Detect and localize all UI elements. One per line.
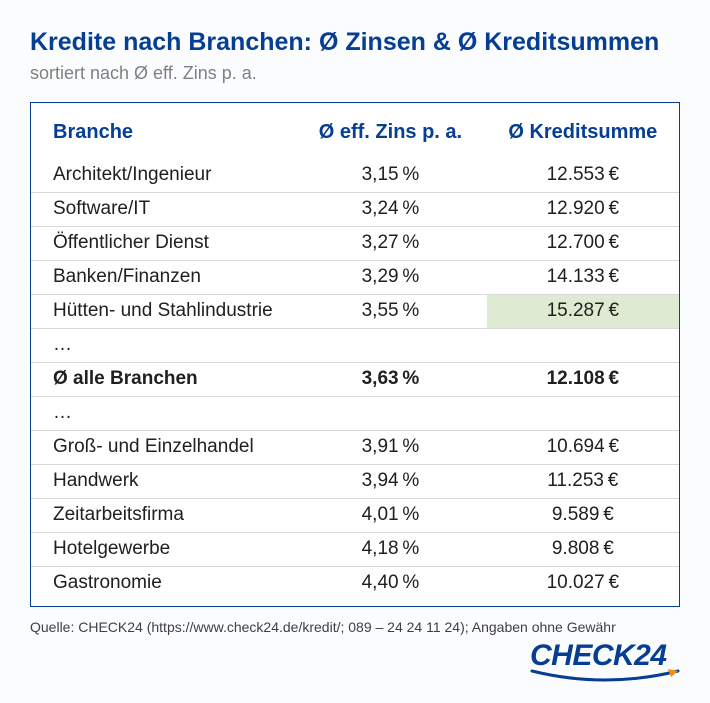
- table-row: …: [31, 396, 679, 430]
- cell-zins: 3,91 %: [294, 430, 486, 464]
- cell-branch: Ø alle Branchen: [31, 362, 294, 396]
- cell-sum: 12.700 €: [487, 226, 679, 260]
- cell-sum: 12.108 €: [487, 362, 679, 396]
- cell-zins: 3,24 %: [294, 192, 486, 226]
- table-row: Groß- und Einzelhandel3,91 %10.694 €: [31, 430, 679, 464]
- cell-zins: 3,63 %: [294, 362, 486, 396]
- table-row: Ø alle Branchen3,63 %12.108 €: [31, 362, 679, 396]
- table-body: Architekt/Ingenieur3,15 %12.553 €Softwar…: [31, 158, 679, 600]
- cell-zins: 3,29 %: [294, 260, 486, 294]
- table-row: Banken/Finanzen3,29 %14.133 €: [31, 260, 679, 294]
- col-header-zins: Ø eff. Zins p. a.: [294, 113, 486, 158]
- col-header-sum: Ø Kreditsumme: [487, 113, 679, 158]
- cell-zins: 3,27 %: [294, 226, 486, 260]
- cell-sum: 9.808 €: [487, 532, 679, 566]
- page-subtitle: sortiert nach Ø eff. Zins p. a.: [30, 63, 680, 84]
- cell-sum: 11.253 €: [487, 464, 679, 498]
- cell-zins: 3,55 %: [294, 294, 486, 328]
- cell-sum: 12.920 €: [487, 192, 679, 226]
- cell-branch: Öffentlicher Dienst: [31, 226, 294, 260]
- cell-zins: 4,18 %: [294, 532, 486, 566]
- ellipsis-cell: …: [31, 328, 679, 362]
- cell-branch: Banken/Finanzen: [31, 260, 294, 294]
- table-row: Architekt/Ingenieur3,15 %12.553 €: [31, 158, 679, 192]
- data-table-frame: Branche Ø eff. Zins p. a. Ø Kreditsumme …: [30, 102, 680, 607]
- cell-branch: Architekt/Ingenieur: [31, 158, 294, 192]
- cell-branch: Gastronomie: [31, 566, 294, 600]
- brand-logo: CHECK24: [530, 639, 680, 687]
- cell-branch: Zeitarbeitsfirma: [31, 498, 294, 532]
- cell-sum: 10.027 €: [487, 566, 679, 600]
- cell-zins: 3,94 %: [294, 464, 486, 498]
- cell-sum: 14.133 €: [487, 260, 679, 294]
- cell-branch: Hütten- und Stahlindustrie: [31, 294, 294, 328]
- cell-sum: 10.694 €: [487, 430, 679, 464]
- table-row: Gastronomie4,40 %10.027 €: [31, 566, 679, 600]
- source-note: Quelle: CHECK24 (https://www.check24.de/…: [30, 619, 680, 635]
- cell-branch: Software/IT: [31, 192, 294, 226]
- cell-branch: Groß- und Einzelhandel: [31, 430, 294, 464]
- cell-zins: 4,40 %: [294, 566, 486, 600]
- table-row: …: [31, 328, 679, 362]
- cell-sum: 15.287 €: [487, 294, 679, 328]
- ellipsis-cell: …: [31, 396, 679, 430]
- cell-zins: 4,01 %: [294, 498, 486, 532]
- table-row: Hotelgewerbe4,18 %9.808 €: [31, 532, 679, 566]
- col-header-branch: Branche: [31, 113, 294, 158]
- table-row: Hütten- und Stahlindustrie3,55 %15.287 €: [31, 294, 679, 328]
- cell-branch: Hotelgewerbe: [31, 532, 294, 566]
- data-table: Branche Ø eff. Zins p. a. Ø Kreditsumme …: [31, 113, 679, 600]
- table-row: Zeitarbeitsfirma4,01 %9.589 €: [31, 498, 679, 532]
- table-row: Öffentlicher Dienst3,27 %12.700 €: [31, 226, 679, 260]
- page-title: Kredite nach Branchen: Ø Zinsen & Ø Kred…: [30, 28, 680, 57]
- table-row: Software/IT3,24 %12.920 €: [31, 192, 679, 226]
- cell-zins: 3,15 %: [294, 158, 486, 192]
- table-row: Handwerk3,94 %11.253 €: [31, 464, 679, 498]
- logo-text: CHECK24: [530, 639, 667, 672]
- cell-sum: 12.553 €: [487, 158, 679, 192]
- cell-sum: 9.589 €: [487, 498, 679, 532]
- table-header-row: Branche Ø eff. Zins p. a. Ø Kreditsumme: [31, 113, 679, 158]
- cell-branch: Handwerk: [31, 464, 294, 498]
